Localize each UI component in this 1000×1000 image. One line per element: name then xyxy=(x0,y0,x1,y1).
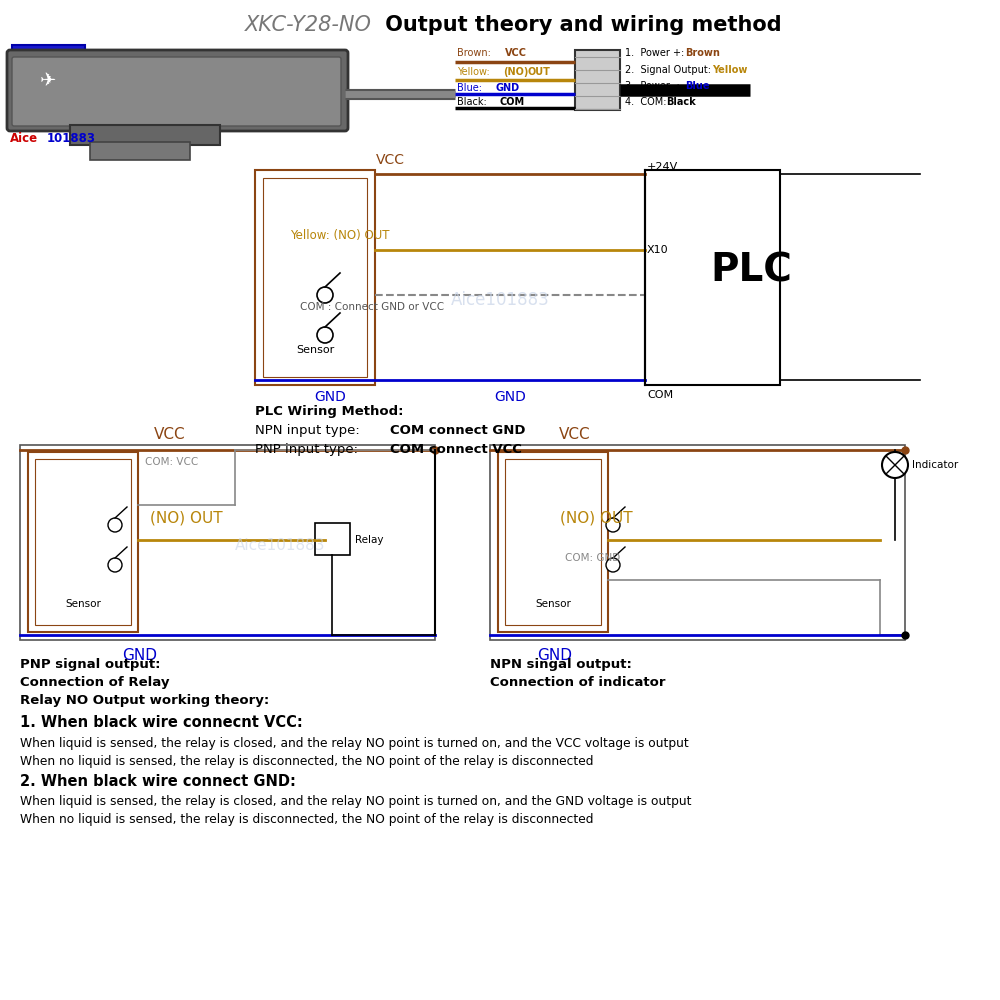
Text: Connection of indicator: Connection of indicator xyxy=(490,676,666,689)
Bar xyxy=(263,178,367,377)
Text: 2.  Signal Output:: 2. Signal Output: xyxy=(625,65,714,75)
Text: PNP input type:: PNP input type: xyxy=(255,443,362,456)
Text: Brown:: Brown: xyxy=(457,48,494,58)
Text: Brown: Brown xyxy=(685,48,720,58)
Text: Output theory and wiring method: Output theory and wiring method xyxy=(378,15,782,35)
Bar xyxy=(575,50,620,110)
Circle shape xyxy=(606,558,620,572)
Bar xyxy=(505,459,601,625)
Bar xyxy=(20,445,435,640)
Bar xyxy=(498,452,608,632)
Text: VCC: VCC xyxy=(559,427,591,442)
Text: When no liquid is sensed, the relay is disconnected, the NO point of the relay i: When no liquid is sensed, the relay is d… xyxy=(20,755,594,768)
Bar xyxy=(35,459,131,625)
Text: Yellow: (NO) OUT: Yellow: (NO) OUT xyxy=(290,229,390,241)
Circle shape xyxy=(317,287,333,303)
Text: XKC-Y28-NO: XKC-Y28-NO xyxy=(245,15,372,35)
Text: NPN singal output:: NPN singal output: xyxy=(490,658,632,671)
Bar xyxy=(315,523,350,555)
Text: PLC: PLC xyxy=(710,251,792,289)
Bar xyxy=(255,170,375,385)
Text: VCC: VCC xyxy=(505,48,527,58)
Text: COM: COM xyxy=(500,97,525,107)
Text: 2. When black wire connect GND:: 2. When black wire connect GND: xyxy=(20,774,296,788)
Text: NPN input type:: NPN input type: xyxy=(255,424,364,437)
PathPatch shape xyxy=(12,45,85,125)
Bar xyxy=(645,170,780,385)
Text: Aice: Aice xyxy=(10,132,38,145)
Text: 1.  Power +:: 1. Power +: xyxy=(625,48,687,58)
Text: PLC Wiring Method:: PLC Wiring Method: xyxy=(255,405,404,418)
Text: Indicator: Indicator xyxy=(912,460,958,470)
Circle shape xyxy=(317,327,333,343)
Text: ✈: ✈ xyxy=(40,71,57,90)
Text: GND: GND xyxy=(122,648,158,663)
Text: When liquid is sensed, the relay is closed, and the relay NO point is turned on,: When liquid is sensed, the relay is clos… xyxy=(20,736,689,750)
Text: COM : Connect GND or VCC: COM : Connect GND or VCC xyxy=(300,302,444,312)
FancyBboxPatch shape xyxy=(7,50,348,131)
Text: +24V: +24V xyxy=(647,162,678,172)
Text: When no liquid is sensed, the relay is disconnected, the NO point of the relay i: When no liquid is sensed, the relay is d… xyxy=(20,814,594,826)
Text: 4.  COM:: 4. COM: xyxy=(625,97,670,107)
Text: COM: COM xyxy=(647,390,673,400)
Bar xyxy=(70,125,220,145)
Text: When liquid is sensed, the relay is closed, and the relay NO point is turned on,: When liquid is sensed, the relay is clos… xyxy=(20,795,692,808)
Bar xyxy=(28,452,138,632)
Text: GND: GND xyxy=(314,390,346,404)
Text: Blue:: Blue: xyxy=(457,83,485,93)
Text: COM connect GND: COM connect GND xyxy=(390,424,526,437)
Text: COM: VCC: COM: VCC xyxy=(145,457,198,467)
Text: Sensor: Sensor xyxy=(535,599,571,609)
Text: X10: X10 xyxy=(647,245,669,255)
Text: Relay: Relay xyxy=(355,535,384,545)
Text: GND: GND xyxy=(494,390,526,404)
Text: COM: GND: COM: GND xyxy=(565,553,620,563)
Bar xyxy=(490,445,905,640)
Text: (NO) OUT: (NO) OUT xyxy=(560,510,633,526)
Text: OUT: OUT xyxy=(527,67,550,77)
Text: Sensor: Sensor xyxy=(65,599,101,609)
Bar xyxy=(90,142,190,160)
Text: Aice101883: Aice101883 xyxy=(451,291,549,309)
Text: Blue: Blue xyxy=(685,81,709,91)
Circle shape xyxy=(108,558,122,572)
Text: VCC: VCC xyxy=(154,427,186,442)
Text: Yellow:: Yellow: xyxy=(457,67,490,77)
Circle shape xyxy=(606,518,620,532)
Text: 3.  Power -:: 3. Power -: xyxy=(625,81,683,91)
Text: Connection of Relay: Connection of Relay xyxy=(20,676,170,689)
Text: GND: GND xyxy=(538,648,573,663)
Text: COM connect VCC: COM connect VCC xyxy=(390,443,522,456)
Text: 101883: 101883 xyxy=(47,132,96,145)
Text: Aice101883: Aice101883 xyxy=(235,538,325,552)
Text: PNP signal output:: PNP signal output: xyxy=(20,658,160,671)
FancyBboxPatch shape xyxy=(12,57,341,126)
Text: 1. When black wire connecnt VCC:: 1. When black wire connecnt VCC: xyxy=(20,715,303,730)
Text: GND: GND xyxy=(496,83,520,93)
Text: (NO) OUT: (NO) OUT xyxy=(150,510,223,526)
Text: Yellow: Yellow xyxy=(712,65,748,75)
Text: VCC: VCC xyxy=(376,153,404,167)
Text: (NO): (NO) xyxy=(503,67,528,77)
Circle shape xyxy=(882,452,908,478)
Circle shape xyxy=(108,518,122,532)
Text: Black: Black xyxy=(666,97,696,107)
Text: Relay NO Output working theory:: Relay NO Output working theory: xyxy=(20,694,269,707)
Text: Sensor: Sensor xyxy=(296,345,334,355)
Text: Black:: Black: xyxy=(457,97,490,107)
